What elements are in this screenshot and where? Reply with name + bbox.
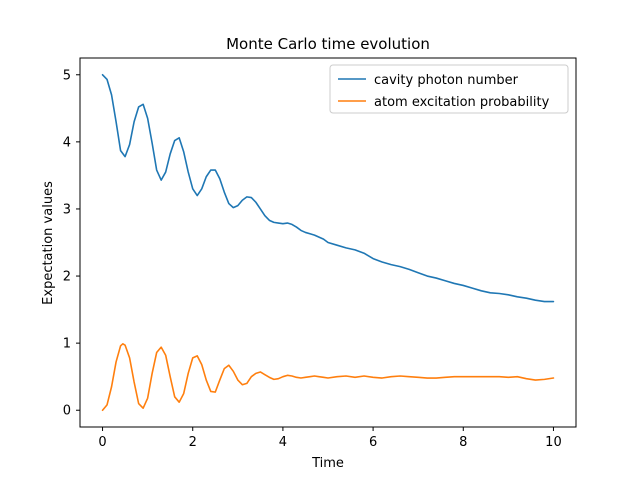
x-axis-label: Time — [311, 456, 344, 471]
series-line-2 — [101, 343, 555, 412]
x-tick-label: 6 — [369, 435, 377, 450]
axes-frame — [79, 57, 577, 428]
x-tick-label: 4 — [279, 435, 287, 450]
y-tick-label: 0 — [63, 404, 71, 419]
legend-box — [329, 64, 569, 114]
legend-label-2: atom excitation probability — [374, 95, 550, 110]
legend: cavity photon number atom excitation prob… — [329, 64, 569, 114]
y-axis-label: Expectation values — [41, 181, 56, 305]
series-line-1 — [101, 73, 555, 303]
chart-title: Monte Carlo time evolution — [226, 35, 430, 53]
x-tick-label: 0 — [98, 435, 106, 450]
y-tick-label: 5 — [63, 68, 71, 83]
y-tick-label: 4 — [63, 135, 71, 150]
y-tick-label: 3 — [63, 202, 71, 217]
plot-area: 0 2 4 6 8 10 0 1 2 3 4 5 — [63, 57, 577, 450]
x-tick-label: 10 — [545, 435, 562, 450]
y-tick-label: 1 — [63, 337, 71, 352]
x-tick-label: 2 — [189, 435, 197, 450]
x-tick-label: 8 — [459, 435, 467, 450]
legend-label-1: cavity photon number — [374, 73, 519, 88]
y-tick-label: 2 — [63, 270, 71, 285]
